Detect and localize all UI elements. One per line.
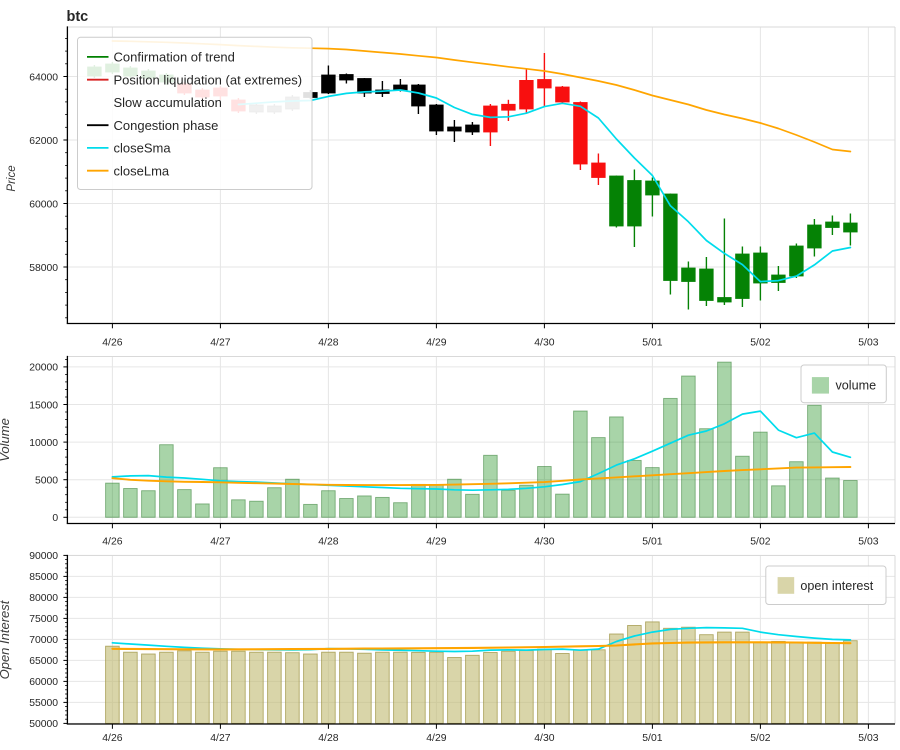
- svg-text:4/29: 4/29: [426, 337, 446, 348]
- svg-text:64000: 64000: [29, 72, 58, 83]
- svg-text:Confirmation of trend: Confirmation of trend: [114, 50, 235, 65]
- svg-text:55000: 55000: [29, 698, 58, 709]
- svg-text:4/29: 4/29: [426, 733, 446, 744]
- svg-text:4/26: 4/26: [102, 733, 122, 744]
- svg-text:0: 0: [52, 513, 58, 524]
- svg-text:5/02: 5/02: [750, 337, 770, 348]
- svg-text:Position liquidation (at extre: Position liquidation (at extremes): [114, 72, 303, 87]
- svg-text:5/01: 5/01: [642, 337, 662, 348]
- svg-text:15000: 15000: [29, 400, 58, 411]
- svg-text:5/03: 5/03: [858, 733, 878, 744]
- svg-text:75000: 75000: [29, 614, 58, 625]
- svg-text:5/01: 5/01: [642, 537, 662, 548]
- svg-text:5000: 5000: [35, 476, 58, 487]
- svg-text:4/27: 4/27: [210, 537, 230, 548]
- svg-text:4/26: 4/26: [102, 537, 122, 548]
- svg-text:4/26: 4/26: [102, 337, 122, 348]
- svg-text:4/28: 4/28: [318, 733, 338, 744]
- svg-text:open interest: open interest: [800, 579, 873, 593]
- svg-text:80000: 80000: [29, 593, 58, 604]
- svg-text:closeLma: closeLma: [114, 163, 170, 178]
- svg-text:5/02: 5/02: [750, 537, 770, 548]
- svg-text:60000: 60000: [29, 199, 58, 210]
- svg-text:85000: 85000: [29, 572, 58, 583]
- svg-text:90000: 90000: [29, 551, 58, 562]
- svg-text:4/30: 4/30: [534, 537, 554, 548]
- svg-text:Volume: Volume: [0, 418, 12, 462]
- svg-text:10000: 10000: [29, 438, 58, 449]
- svg-text:4/27: 4/27: [210, 733, 230, 744]
- svg-text:5/03: 5/03: [858, 337, 878, 348]
- svg-text:4/28: 4/28: [318, 537, 338, 548]
- svg-text:4/27: 4/27: [210, 337, 230, 348]
- svg-text:Congestion phase: Congestion phase: [114, 118, 219, 133]
- svg-text:20000: 20000: [29, 363, 58, 374]
- svg-text:volume: volume: [836, 379, 877, 393]
- svg-text:4/30: 4/30: [534, 733, 554, 744]
- svg-text:5/01: 5/01: [642, 733, 662, 744]
- svg-text:Slow accumulation: Slow accumulation: [114, 95, 222, 110]
- svg-text:5/02: 5/02: [750, 733, 770, 744]
- svg-text:50000: 50000: [29, 719, 58, 730]
- svg-text:Price: Price: [6, 165, 18, 191]
- svg-text:65000: 65000: [29, 656, 58, 667]
- svg-text:62000: 62000: [29, 136, 58, 147]
- svg-text:4/29: 4/29: [426, 537, 446, 548]
- svg-text:60000: 60000: [29, 677, 58, 688]
- svg-text:4/28: 4/28: [318, 337, 338, 348]
- svg-text:Open Interest: Open Interest: [0, 599, 12, 679]
- svg-text:closeSma: closeSma: [114, 141, 172, 156]
- svg-text:5/03: 5/03: [858, 537, 878, 548]
- svg-text:btc: btc: [67, 9, 89, 25]
- svg-text:4/30: 4/30: [534, 337, 554, 348]
- svg-text:58000: 58000: [29, 263, 58, 274]
- svg-text:70000: 70000: [29, 635, 58, 646]
